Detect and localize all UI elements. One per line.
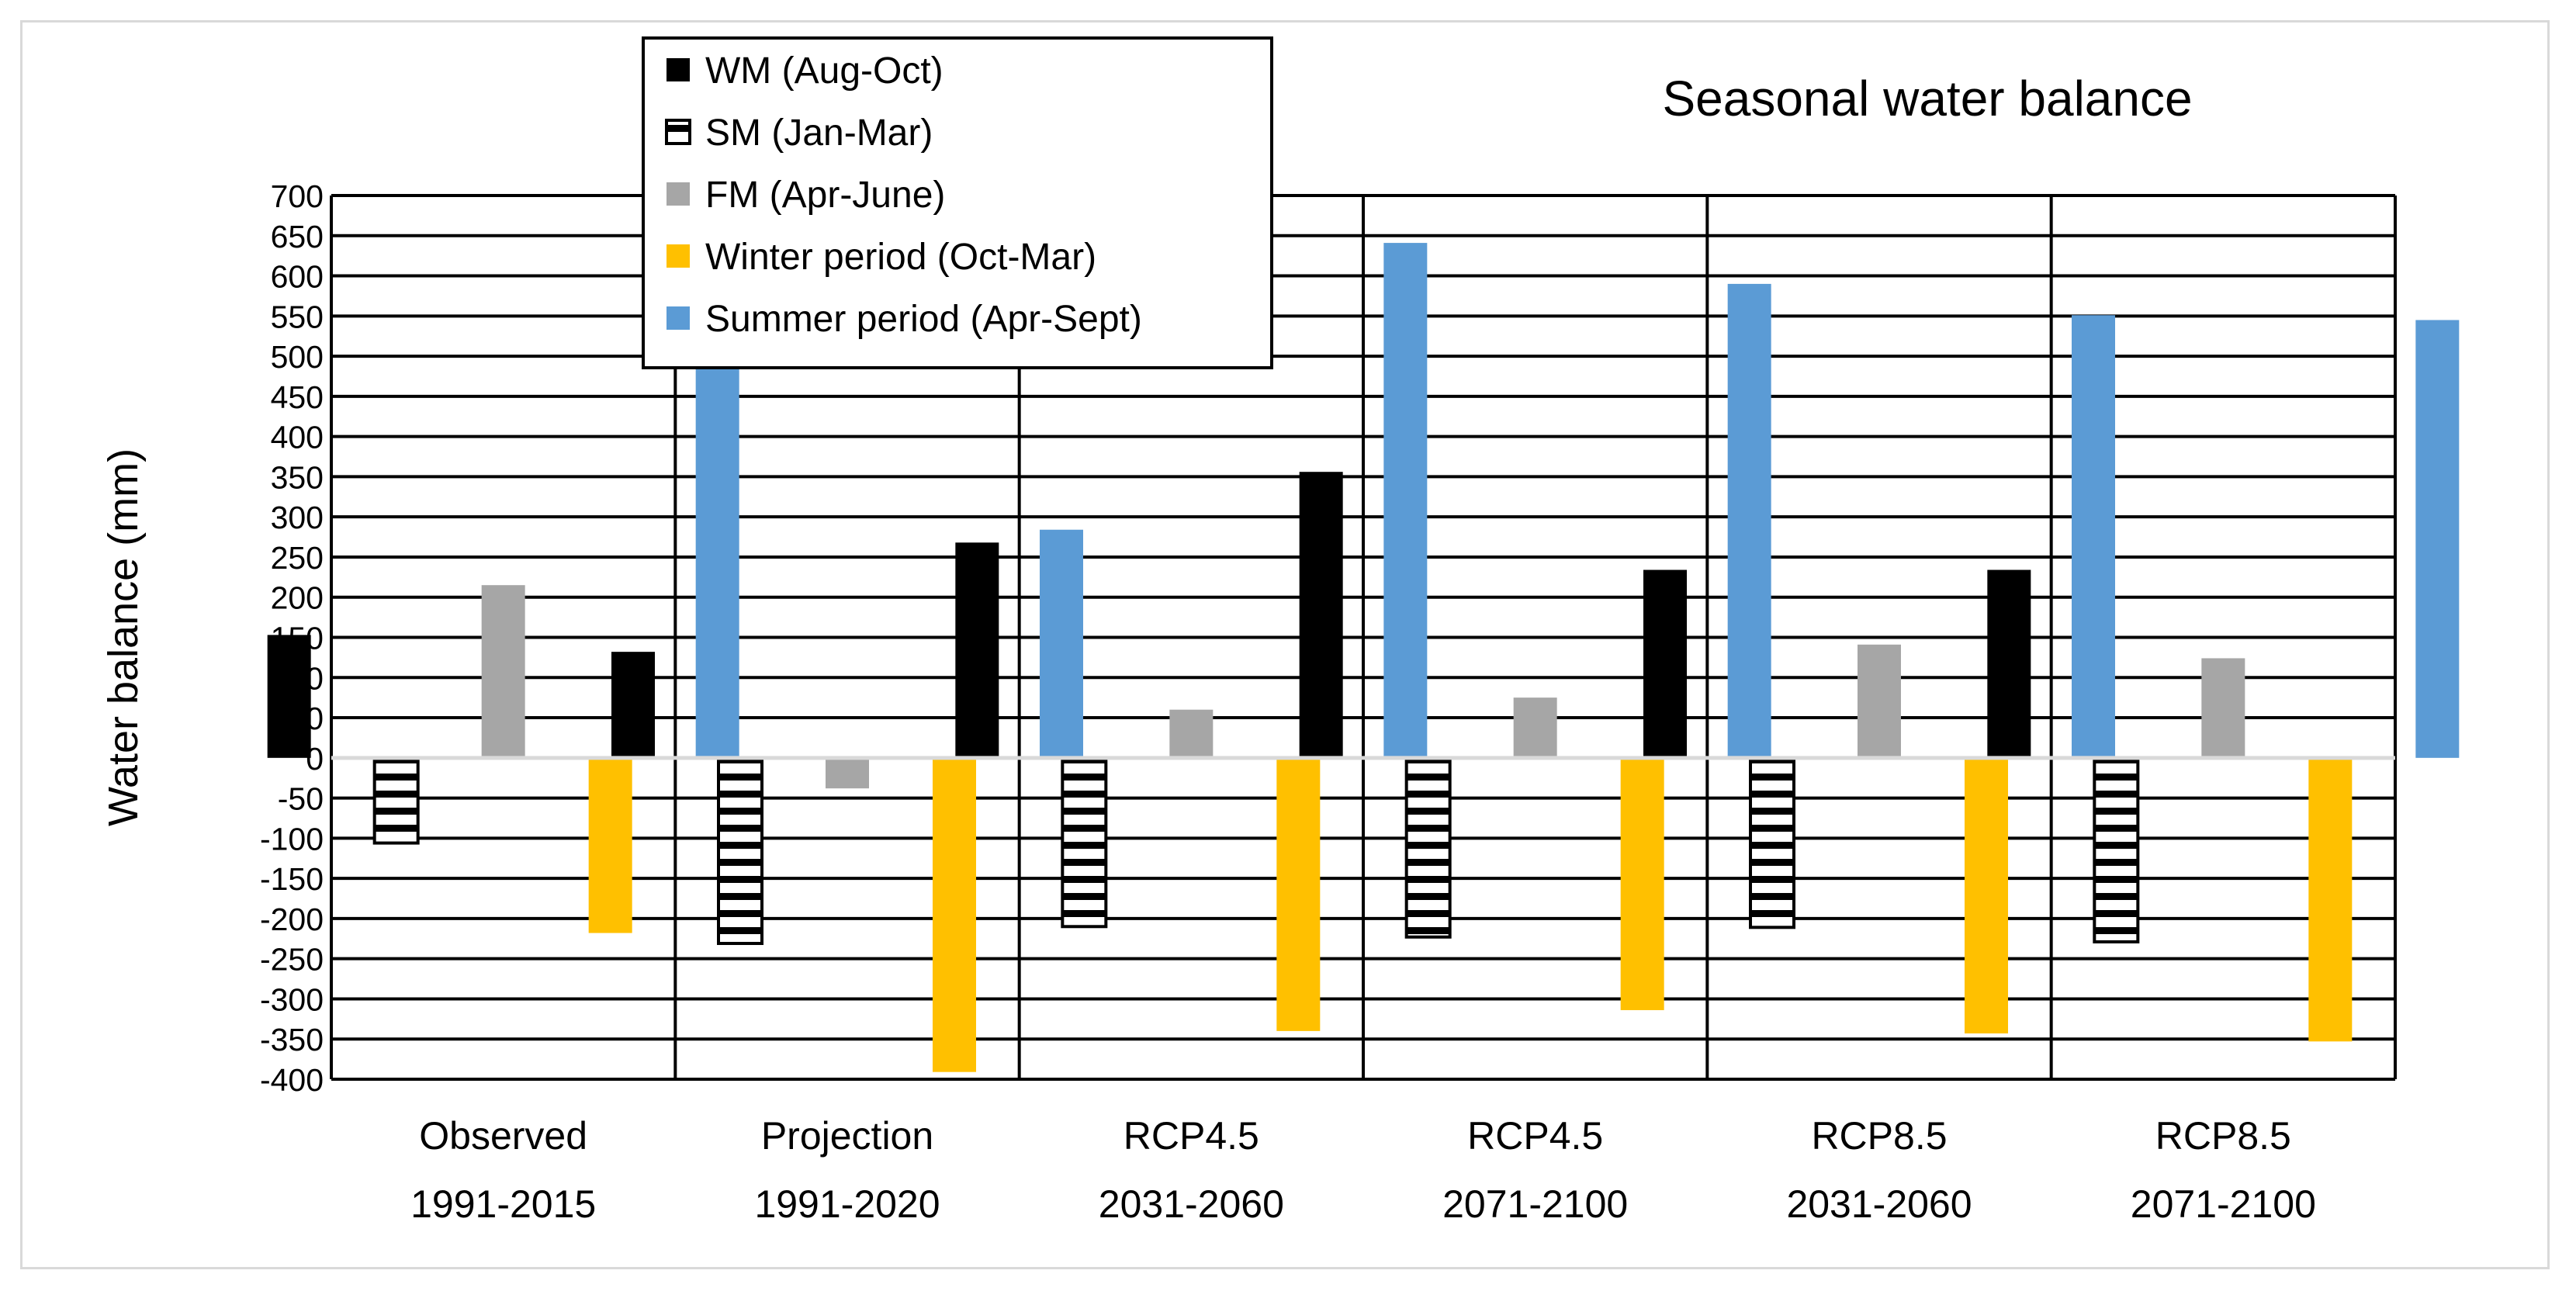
legend-box bbox=[642, 36, 1273, 369]
bar-fm bbox=[826, 757, 869, 789]
y-tick-label: 700 bbox=[271, 178, 324, 214]
category-label-line1: RCP8.5 bbox=[1811, 1114, 1947, 1158]
y-tick-label: 600 bbox=[271, 259, 324, 295]
bar-sm bbox=[1404, 756, 1452, 939]
category-label-line2: 2031-2060 bbox=[1099, 1182, 1284, 1226]
legend-swatch bbox=[667, 244, 690, 268]
bar-fm bbox=[2201, 658, 2245, 758]
chart-frame: -400 -350 -300 -250 -200 -150 -100 -50 0 50 100 150… bbox=[20, 20, 2550, 1269]
bar-sm bbox=[2093, 756, 2140, 943]
y-tick-label: -400 bbox=[260, 1062, 324, 1098]
y-tick-label: 0 bbox=[306, 741, 324, 777]
bar-sm bbox=[1061, 756, 1108, 929]
bar-sm bbox=[717, 756, 763, 946]
legend-label: Summer period (Apr-Sept) bbox=[705, 299, 1142, 340]
chart-svg: -400 -350 -300-250 -200 -150 -100 -50 0 50 100 150… bbox=[100, 36, 2460, 1226]
bar-fm bbox=[1858, 644, 1901, 758]
bar-winter bbox=[1620, 757, 1664, 1010]
y-tick-label: 650 bbox=[271, 219, 324, 254]
y-tick-label: 150 bbox=[271, 621, 324, 656]
y-tick-label: -250 bbox=[260, 942, 324, 978]
category-label-line2: 1991-2015 bbox=[410, 1182, 596, 1226]
bar-fm bbox=[1169, 709, 1214, 758]
legend-label: WM (Aug-Oct) bbox=[705, 50, 943, 92]
y-tick-label: -200 bbox=[260, 902, 324, 937]
legend-swatch bbox=[667, 306, 690, 330]
bar-summer bbox=[1727, 283, 1771, 758]
category-label-line2: 1991-2020 bbox=[754, 1182, 940, 1226]
y-tick-label: 450 bbox=[271, 379, 324, 415]
bar-wm bbox=[1987, 569, 2031, 758]
bar-winter bbox=[2308, 757, 2353, 1042]
bar-winter bbox=[588, 757, 632, 933]
y-tick-label: -300 bbox=[260, 981, 324, 1017]
category-label-line2: 2031-2060 bbox=[1786, 1182, 1972, 1226]
bar-winter bbox=[933, 757, 976, 1072]
bar-winter bbox=[1276, 757, 1321, 1031]
y-tick-label: -350 bbox=[260, 1022, 324, 1057]
legend-swatch bbox=[665, 119, 691, 145]
y-tick-label: -100 bbox=[260, 821, 324, 857]
bar-summer bbox=[2072, 315, 2115, 758]
legend-label: Winter period (Oct-Mar) bbox=[705, 237, 1096, 278]
bar-wm bbox=[955, 542, 999, 758]
category-label-line1: Observed bbox=[419, 1114, 587, 1158]
y-tick-label: 500 bbox=[271, 339, 324, 375]
category-label-line1: RCP4.5 bbox=[1467, 1114, 1603, 1158]
bar-sm bbox=[372, 756, 420, 845]
y-tick-label: 200 bbox=[271, 580, 324, 616]
y-tick-label: 550 bbox=[271, 299, 324, 334]
chart-title: Seasonal water balance bbox=[1662, 71, 2192, 126]
bar-wm bbox=[1643, 569, 1687, 758]
y-tick-label: 50 bbox=[288, 701, 324, 736]
y-tick-label: 350 bbox=[271, 459, 324, 495]
bar-wm bbox=[267, 635, 311, 758]
y-tick-label: 250 bbox=[271, 540, 324, 576]
legend-label: FM (Apr-June) bbox=[705, 175, 945, 216]
bar-fm bbox=[1513, 697, 1557, 758]
category-label-line2: 2071-2100 bbox=[1442, 1182, 1628, 1226]
y-tick-label: 400 bbox=[271, 420, 324, 455]
category-label-line2: 2071-2100 bbox=[2131, 1182, 2316, 1226]
bar-summer bbox=[2415, 320, 2460, 758]
legend-label: SM (Jan-Mar) bbox=[705, 112, 933, 154]
bar-sm bbox=[1749, 756, 1795, 929]
legend-swatch bbox=[667, 58, 690, 81]
y-axis-title: Water balance (mm) bbox=[100, 448, 147, 826]
category-label-line1: RCP4.5 bbox=[1124, 1114, 1259, 1158]
category-label-line1: RCP8.5 bbox=[2155, 1114, 2291, 1158]
y-tick-label: -150 bbox=[260, 861, 324, 897]
category-label-line1: Projection bbox=[761, 1114, 933, 1158]
bar-fm bbox=[481, 585, 525, 758]
y-tick-label: 300 bbox=[271, 500, 324, 535]
bar-summer bbox=[1383, 243, 1428, 758]
y-tick-label: 100 bbox=[271, 660, 324, 696]
bar-winter bbox=[1965, 757, 2008, 1033]
bar-wm bbox=[611, 652, 655, 758]
bar-summer bbox=[1040, 529, 1083, 758]
y-tick-label: -50 bbox=[278, 781, 324, 817]
legend-swatch bbox=[667, 182, 690, 206]
bar-wm bbox=[1299, 472, 1343, 758]
